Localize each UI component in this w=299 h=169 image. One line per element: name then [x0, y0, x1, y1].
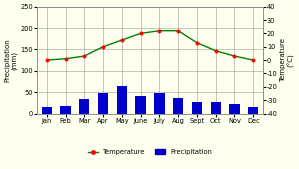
Bar: [117, 86, 127, 114]
Bar: [98, 93, 108, 114]
Bar: [79, 99, 89, 114]
Bar: [60, 106, 71, 114]
Y-axis label: Temperature
(°C): Temperature (°C): [280, 38, 295, 82]
Bar: [210, 102, 221, 114]
Bar: [248, 107, 258, 114]
Legend: Temperature, Precipitation: Temperature, Precipitation: [88, 149, 213, 155]
Bar: [229, 104, 240, 114]
Bar: [192, 102, 202, 114]
Bar: [42, 107, 52, 114]
Bar: [154, 93, 164, 114]
Y-axis label: Precipitation
(mm): Precipitation (mm): [4, 38, 18, 82]
Bar: [135, 95, 146, 114]
Bar: [173, 98, 183, 114]
